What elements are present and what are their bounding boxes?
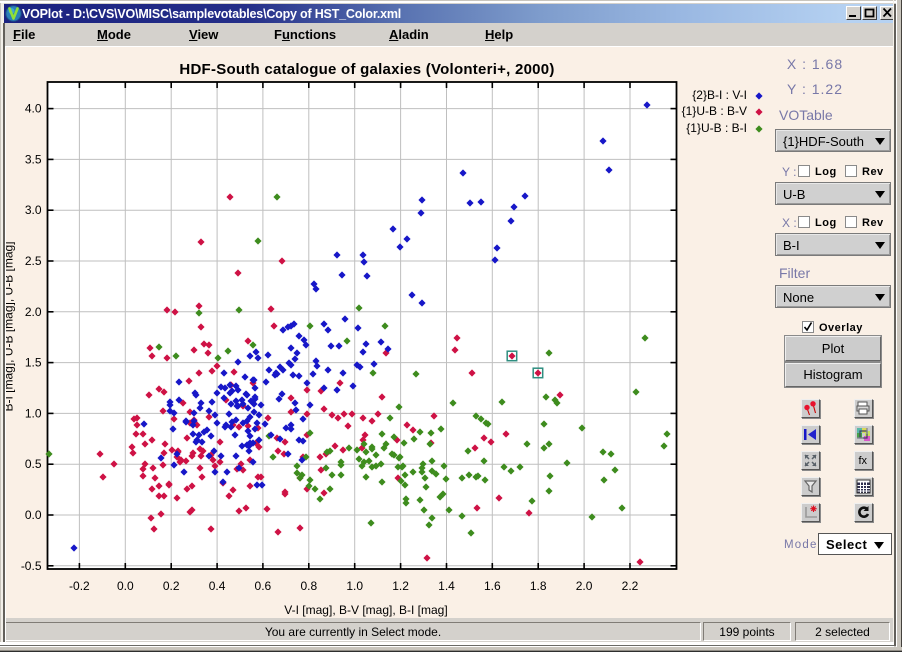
svg-text:4.0: 4.0 — [25, 102, 42, 116]
svg-text:1.0: 1.0 — [346, 579, 363, 593]
svg-text:0.0: 0.0 — [25, 508, 42, 522]
svg-text:2.5: 2.5 — [25, 254, 42, 268]
svg-text:2.2: 2.2 — [622, 579, 639, 593]
svg-text:1.6: 1.6 — [484, 579, 501, 593]
svg-text:1.2: 1.2 — [392, 579, 409, 593]
svg-text:0.2: 0.2 — [163, 579, 180, 593]
svg-text:2.0: 2.0 — [25, 305, 42, 319]
svg-text:0.8: 0.8 — [300, 579, 317, 593]
svg-text:0.6: 0.6 — [255, 579, 272, 593]
svg-text:0.4: 0.4 — [209, 579, 226, 593]
svg-text:1.5: 1.5 — [25, 356, 42, 370]
svg-text:1.8: 1.8 — [530, 579, 547, 593]
svg-text:-0.2: -0.2 — [69, 579, 90, 593]
svg-text:1.4: 1.4 — [438, 579, 455, 593]
svg-text:0.5: 0.5 — [25, 457, 42, 471]
svg-text:0.0: 0.0 — [117, 579, 134, 593]
svg-text:fx: fx — [859, 455, 868, 467]
svg-text:3.0: 3.0 — [25, 203, 42, 217]
svg-text:2.0: 2.0 — [576, 579, 593, 593]
svg-text:3.5: 3.5 — [25, 152, 42, 166]
svg-text:-0.5: -0.5 — [21, 559, 42, 573]
svg-text:1.0: 1.0 — [25, 406, 42, 420]
